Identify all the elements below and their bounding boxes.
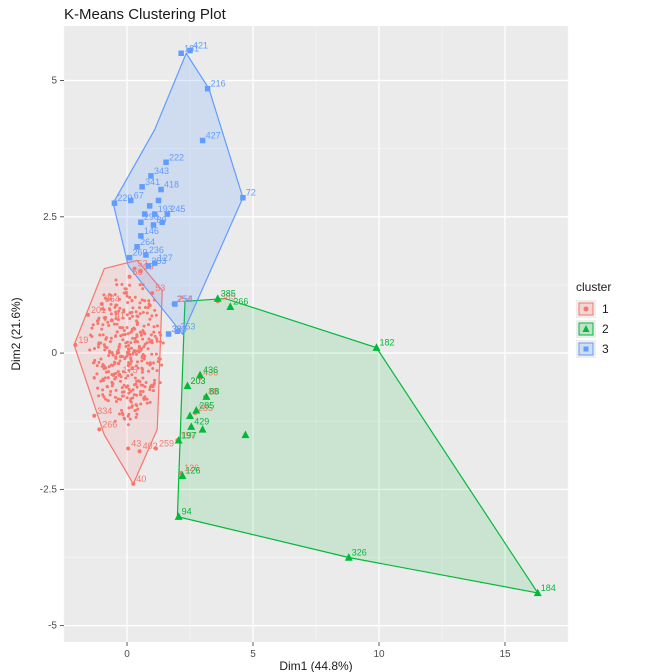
y-tick-label: -2.5: [40, 484, 58, 495]
point-label: 334: [97, 406, 112, 416]
point-label: 94: [182, 507, 192, 517]
point-label: 184: [541, 583, 556, 593]
point-label: 146: [144, 226, 159, 236]
y-tick-label: 2.5: [43, 212, 57, 223]
chart-container: K-Means Clustering Plot 5256393642011941…: [0, 0, 672, 672]
point-label: 259: [159, 438, 174, 448]
legend-label: 2: [602, 322, 609, 336]
point-label: 72: [246, 188, 256, 198]
legend-item-2: 2: [576, 320, 664, 338]
y-tick-label: 0: [51, 348, 57, 359]
x-tick-label: 0: [124, 649, 130, 660]
point-label: 254: [178, 294, 193, 304]
x-tick-label: 5: [250, 649, 256, 660]
y-tick-label: -5: [48, 621, 57, 632]
point-label: 126: [185, 466, 200, 476]
point-label: 53: [155, 283, 165, 293]
point-label: 429: [194, 417, 209, 427]
point-label: 67: [134, 190, 144, 200]
point-label: 266: [233, 297, 248, 307]
legend-label: 3: [602, 342, 609, 356]
point-label: 43: [131, 438, 141, 448]
point-label: 418: [164, 180, 179, 190]
legend-title: cluster: [576, 280, 664, 294]
point-label: 427: [206, 130, 221, 140]
plot-svg: 5256393642011941532543833854362038828519…: [0, 0, 576, 672]
legend-item-1: 1: [576, 300, 664, 318]
point-label: 326: [352, 548, 367, 558]
legend-swatch: [576, 320, 596, 338]
x-axis-title: Dim1 (44.8%): [279, 659, 352, 672]
point-label: 343: [154, 166, 169, 176]
x-tick-label: 10: [373, 649, 385, 660]
legend-label: 1: [602, 302, 609, 316]
x-tick-label: 15: [499, 649, 511, 660]
point-label: 197: [182, 430, 197, 440]
point-label: 216: [211, 79, 226, 89]
legend-item-3: 3: [576, 340, 664, 358]
point-label: 285: [199, 400, 214, 410]
point-label: 40: [136, 474, 146, 484]
point-label: 266: [102, 419, 117, 429]
point-label: 201: [91, 305, 106, 315]
point-label: 222: [169, 152, 184, 162]
point-label: 203: [190, 376, 205, 386]
point-label: 236: [149, 245, 164, 255]
point-label: 436: [203, 365, 218, 375]
y-tick-label: 5: [51, 76, 57, 87]
point-label: 364: [105, 294, 120, 304]
point-label: 341: [145, 177, 160, 187]
point-label: 353: [180, 321, 195, 331]
y-axis-title: Dim2 (21.6%): [9, 297, 23, 370]
point-label: 193: [158, 204, 173, 214]
legend-swatch: [576, 300, 596, 318]
legend: cluster 1 2 3: [576, 280, 664, 358]
point-label: 80: [156, 215, 166, 225]
point-label: 41: [115, 310, 125, 320]
point-label: 402: [143, 441, 158, 451]
point-label: 182: [379, 338, 394, 348]
point-label: 88: [209, 387, 219, 397]
legend-swatch: [576, 340, 596, 358]
point-label: 175: [122, 365, 137, 375]
point-label: 19: [78, 335, 88, 345]
point-label: 421: [193, 41, 208, 51]
